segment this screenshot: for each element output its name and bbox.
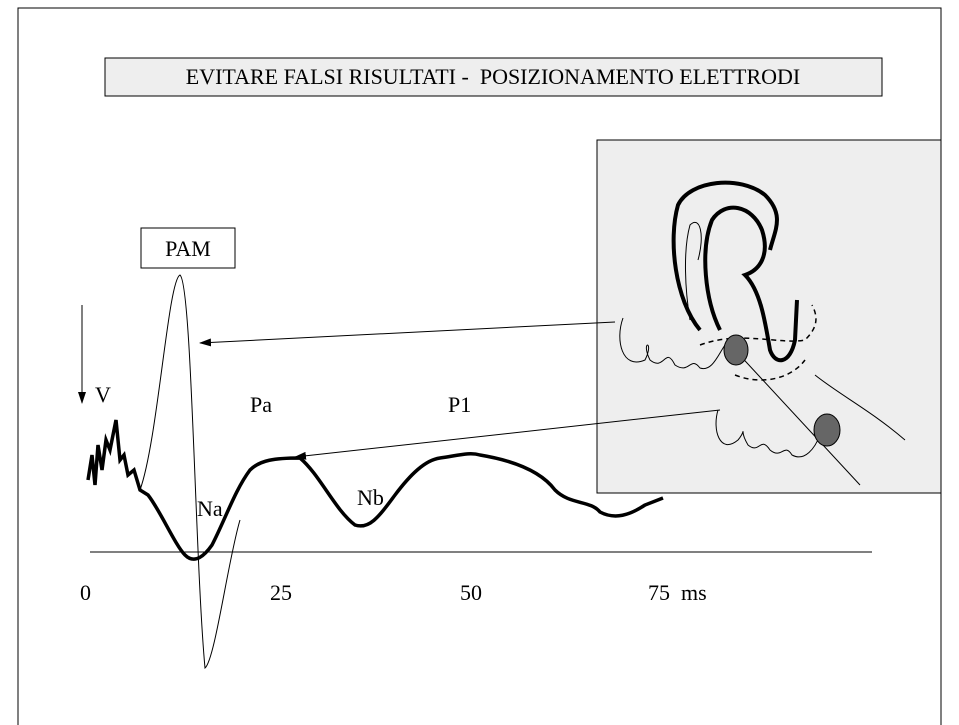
pointer-arrow [294,409,721,460]
v-label: V [95,382,111,407]
pointer-arrow [199,321,616,347]
title-box [104,57,883,97]
na-label: Na [197,496,223,521]
x-label: 0 [80,580,91,605]
ear-drawing [619,180,906,486]
x-label: 25 [270,580,292,605]
aep-wave [86,419,664,561]
pam-wave [139,274,241,669]
x-label: 50 [460,580,482,605]
nb-label: Nb [357,485,384,510]
title: EVITARE FALSI RISULTATI - POSIZIONAMENTO… [186,64,800,89]
electrode [813,413,841,447]
pa-label: Pa [250,392,272,417]
pam-box [140,227,236,269]
ear-panel [596,139,942,494]
electrode [723,334,749,366]
p1-label: P1 [448,392,471,417]
pam-label: PAM [165,236,211,261]
x-label: 75 ms [648,580,707,605]
